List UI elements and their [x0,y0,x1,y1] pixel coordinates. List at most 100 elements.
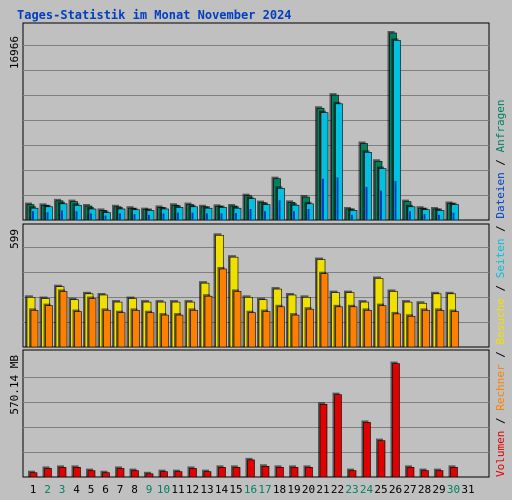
y-max-label-2: 599 [8,229,21,249]
bar-dateien-6 [104,215,107,220]
x-label-30: 30 [447,483,460,496]
bar-volumen-18 [276,467,284,478]
bar-volumen-19 [290,467,299,478]
bar-seiten-29 [436,210,445,221]
bar-seiten-4 [74,205,82,221]
bar-seiten-25 [378,168,387,221]
right-legend: Volumen / Rechner / Besuche / Seiten / D… [494,99,507,477]
bar-dateien-20 [307,208,310,220]
bar-volumen-20 [305,467,313,478]
bar-rechner-21 [320,273,329,348]
x-label-17: 17 [258,483,271,496]
x-label-11: 11 [171,483,184,496]
bar-volumen-16 [247,459,255,478]
x-label-21: 21 [316,483,329,496]
panel-3-frame [22,349,490,478]
bar-seiten-3 [59,203,68,221]
bar-rechner-12 [190,310,198,348]
bar-volumen-5 [87,470,96,478]
bar-seiten-20 [306,203,314,221]
bar-seiten-15 [233,207,242,221]
bar-rechner-10 [161,314,169,348]
x-label-2: 2 [44,483,51,496]
x-label-19: 19 [287,483,300,496]
x-label-4: 4 [73,483,80,496]
bar-volumen-2 [44,468,52,478]
bar-volumen-1 [29,472,38,478]
bar-dateien-22 [336,177,339,220]
chart-title: Tages-Statistik im Monat November 2024 [17,8,292,22]
legend-volumen: Volumen [494,431,507,477]
x-label-18: 18 [273,483,286,496]
x-label-27: 27 [403,483,416,496]
bar-seiten-5 [88,208,97,221]
bar-dateien-10 [162,213,165,220]
x-label-22: 22 [331,483,344,496]
legend-dateien: Dateien [494,172,507,218]
bar-volumen-29 [435,470,444,478]
bar-rechner-28 [422,310,430,348]
bar-volumen-25 [377,440,386,478]
y-max-label-1: 16966 [8,36,21,69]
bar-seiten-1 [30,207,39,221]
bar-dateien-18 [278,200,281,220]
bar-volumen-17 [261,466,270,478]
bar-volumen-28 [421,470,429,478]
legend-sep: / [494,411,507,431]
bar-volumen-9 [145,473,154,478]
bar-rechner-16 [248,312,256,348]
bar-rechner-3 [59,291,68,348]
bar-rechner-4 [74,311,82,348]
bar-rechner-1 [30,310,39,348]
bar-rechner-17 [262,311,271,348]
bar-dateien-23 [351,214,353,220]
bar-seiten-7 [117,208,126,221]
bar-dateien-27 [409,211,411,220]
bar-seiten-2 [45,206,53,221]
x-label-20: 20 [302,483,315,496]
x-label-26: 26 [389,483,402,496]
x-label-5: 5 [88,483,95,496]
legend-besuche: Besuche [494,298,507,344]
bar-seiten-24 [364,152,372,221]
bar-seiten-17 [262,204,271,221]
bar-seiten-26 [393,40,401,221]
y-max-label-3: 570.14 MB [8,355,21,415]
bar-rechner-25 [378,305,387,348]
bar-dateien-3 [61,210,63,220]
x-label-15: 15 [229,483,242,496]
bar-volumen-4 [73,467,81,478]
x-label-1: 1 [30,483,37,496]
legend-anfragen: Anfragen [494,99,507,152]
bar-volumen-14 [218,467,226,478]
bar-rechner-8 [132,310,140,348]
bar-seiten-19 [291,204,300,221]
bar-rechner-2 [45,305,53,348]
bar-dateien-21 [322,178,324,220]
bar-rechner-9 [146,312,155,348]
bar-seiten-12 [190,206,198,221]
bar-rechner-23 [349,306,358,348]
bar-volumen-12 [189,468,197,478]
bar-rechner-11 [175,314,184,348]
bar-seiten-11 [175,207,184,221]
bar-rechner-29 [436,310,445,348]
bar-rechner-13 [204,295,213,348]
bar-dateien-12 [191,212,194,220]
legend-sep: / [494,278,507,298]
bar-dateien-5 [90,213,92,220]
bar-rechner-27 [407,315,416,348]
bar-dateien-19 [293,211,295,220]
bar-volumen-11 [174,471,183,478]
bar-volumen-15 [232,467,241,478]
bar-seiten-10 [161,208,169,221]
x-label-24: 24 [360,483,374,496]
x-label-10: 10 [157,483,170,496]
bar-volumen-7 [116,468,125,478]
x-label-9: 9 [146,483,153,496]
legend-rechner: Rechner [494,364,507,411]
bar-seiten-21 [320,112,329,221]
bar-dateien-4 [75,211,78,220]
bar-volumen-23 [348,470,357,478]
